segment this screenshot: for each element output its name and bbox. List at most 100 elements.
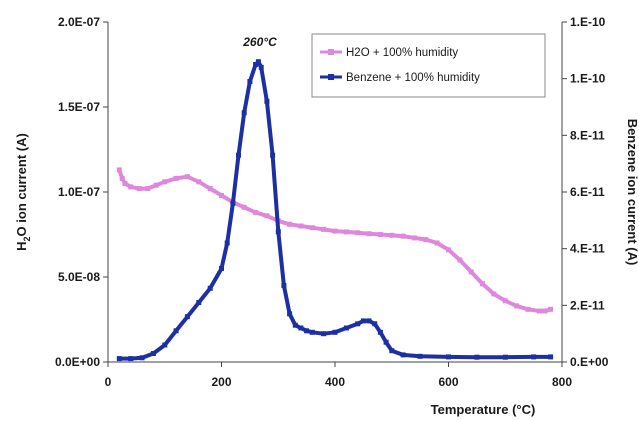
data-point-benzene [366, 318, 372, 324]
x-tick-label: 800 [552, 375, 572, 389]
data-point-h2o [525, 306, 531, 312]
x-axis-title: Temperature (°C) [431, 402, 536, 417]
data-point-benzene [219, 266, 224, 271]
data-point-h2o [548, 306, 554, 312]
data-point-h2o [389, 232, 395, 238]
y-right-tick-label: 1.E-10 [570, 15, 606, 29]
data-point-h2o [298, 223, 304, 229]
data-point-h2o [119, 175, 125, 181]
data-point-benzene [400, 352, 406, 358]
y-right-tick-label: 4.E-11 [570, 242, 605, 256]
data-point-benzene [377, 329, 383, 335]
data-point-benzene [355, 321, 361, 327]
data-point-h2o [162, 179, 168, 185]
data-point-benzene [230, 200, 236, 206]
legend: H2O + 100% humidity Benzene + 100% humid… [311, 33, 546, 98]
data-point-h2o [128, 184, 134, 190]
data-point-benzene [196, 300, 202, 305]
data-point-benzene [236, 152, 241, 158]
data-point-benzene [281, 283, 287, 288]
data-point-benzene [417, 353, 423, 359]
data-point-h2o [434, 240, 440, 246]
x-tick-label: 0 [105, 375, 112, 389]
data-point-benzene [128, 356, 134, 362]
data-point-h2o [412, 235, 417, 241]
legend-marker-h2o [328, 49, 334, 55]
data-point-h2o [468, 269, 474, 275]
data-point-h2o [145, 186, 151, 192]
y-left-title-part-3: O ion current (A) [14, 133, 29, 236]
y-left-tick-label: 2.0E-07 [58, 15, 100, 29]
y-right-tick-label: 2.E-11 [570, 298, 605, 312]
data-point-benzene [309, 329, 315, 335]
y-left-title-subscript: 2 [22, 236, 32, 241]
y-left-tick-label: 0.0E+00 [55, 355, 100, 369]
data-point-h2o [400, 233, 406, 239]
y-left-tick-label: 1.5E-07 [58, 100, 100, 114]
data-point-benzene [253, 62, 259, 67]
data-point-h2o [457, 257, 463, 263]
y-right-tick-label: 8.E-11 [570, 128, 605, 142]
y-left-tick-label: 1.0E-07 [58, 185, 100, 199]
y-left-axis-title: H2O ion current (A) [14, 133, 32, 251]
data-point-h2o [241, 204, 247, 210]
y-left-tick-label: 5.0E-08 [58, 270, 100, 284]
data-point-benzene [255, 59, 261, 65]
data-point-h2o [321, 226, 327, 232]
y-right-axis-title: Benzene ion current (A) [625, 119, 639, 266]
series-line-h2o [117, 167, 553, 313]
data-point-h2o [264, 213, 270, 219]
data-point-benzene [247, 79, 253, 84]
data-point-h2o [446, 247, 451, 253]
data-point-benzene [332, 329, 338, 335]
data-point-h2o [219, 192, 224, 198]
data-point-benzene [298, 325, 304, 331]
peak-annotation: 260°C [242, 35, 277, 49]
data-point-benzene [173, 328, 179, 334]
data-point-h2o [207, 186, 213, 192]
y-right-tick-label: 1.E-10 [570, 72, 606, 86]
data-point-h2o [491, 291, 497, 297]
data-point-benzene [372, 321, 378, 327]
data-point-h2o [287, 221, 293, 227]
ticks: 0 200 400 600 800 0.0E+00 5.0E-08 1.0E-07 1.5E-0… [55, 15, 609, 389]
data-point-h2o [122, 181, 128, 186]
x-tick-label: 200 [211, 375, 231, 389]
data-point-h2o [116, 167, 122, 173]
legend-marker-benzene [328, 74, 334, 80]
data-point-benzene [264, 98, 270, 104]
data-point-h2o [153, 182, 159, 188]
data-point-h2o [514, 303, 520, 309]
data-point-benzene [321, 331, 327, 337]
data-point-h2o [309, 225, 315, 231]
data-point-h2o [173, 175, 179, 181]
legend-label-h2o: H2O + 100% humidity [346, 47, 458, 59]
data-point-benzene [241, 110, 247, 116]
data-point-h2o [502, 298, 508, 304]
data-point-benzene [531, 354, 537, 360]
y-right-tick-label: 0.E+00 [570, 355, 609, 369]
data-point-benzene [360, 318, 366, 324]
data-point-benzene [343, 325, 349, 331]
data-point-h2o [343, 229, 349, 235]
legend-label-benzene: Benzene + 100% humidity [346, 72, 480, 84]
data-point-benzene [548, 354, 554, 360]
data-point-benzene [304, 328, 310, 334]
data-point-h2o [355, 230, 361, 236]
data-point-h2o [196, 179, 202, 185]
data-point-h2o [423, 237, 429, 243]
data-point-h2o [536, 308, 542, 314]
data-point-h2o [332, 228, 338, 234]
data-point-benzene [224, 240, 230, 246]
legend-box [311, 33, 546, 98]
y-left-title-part-1: H [14, 241, 29, 250]
series-line-benzene [117, 59, 553, 361]
data-point-benzene [287, 311, 293, 317]
data-point-h2o [542, 308, 548, 314]
data-point-h2o [480, 281, 485, 287]
data-point-benzene [162, 342, 168, 348]
data-point-benzene [150, 351, 156, 356]
data-point-benzene [207, 285, 213, 291]
data-point-benzene [383, 339, 389, 345]
data-point-benzene [292, 322, 298, 328]
